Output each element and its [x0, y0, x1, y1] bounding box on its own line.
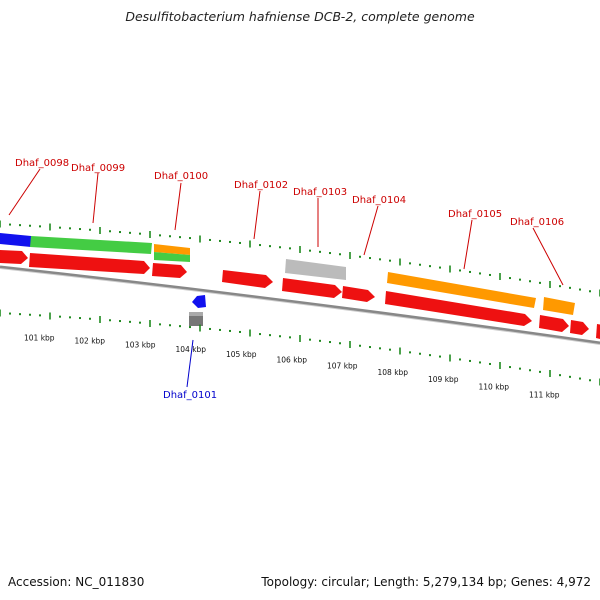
kbp-label: 110 kbp: [479, 382, 510, 391]
gene-label: Dhaf_0101: [163, 390, 217, 401]
gene-arrow: [152, 263, 187, 278]
gene-label: Dhaf_0105: [448, 209, 502, 220]
gene-label: Dhaf_0106: [510, 217, 564, 228]
gene-arrow: [222, 270, 273, 288]
outer-feature-track: [0, 233, 575, 315]
feature-green-outer: [30, 236, 152, 254]
kbp-label: 101 kbp: [24, 333, 55, 342]
feature-green-small-outer: [154, 252, 190, 262]
gene-arrow: [282, 278, 342, 298]
gene-label: Dhaf_0104: [352, 195, 406, 206]
gene-label: Dhaf_0103: [293, 187, 347, 198]
feature-orange-right-outer: [543, 297, 575, 315]
gene-label: Dhaf_0099: [71, 163, 125, 174]
gene-arrow: [29, 253, 150, 274]
kbp-label: 111 kbp: [529, 391, 560, 400]
gene-arrow: [385, 291, 532, 326]
kbp-label: 104 kbp: [176, 345, 207, 354]
feature-orange-small-outer: [154, 244, 190, 255]
gene-arrow: [596, 324, 600, 339]
gene-label: Dhaf_0098: [15, 158, 69, 169]
genome-title: Desulfitobacterium hafniense DCB-2, comp…: [125, 9, 475, 24]
kbp-label: 108 kbp: [378, 368, 409, 377]
feature-gray-outer: [285, 259, 346, 280]
feature-blue-outer: [0, 233, 31, 247]
kbp-label: 107 kbp: [327, 362, 358, 371]
inner-tick-row: [0, 309, 600, 386]
genome-backbone: [0, 265, 600, 345]
gene-arrow: [570, 320, 589, 335]
genome-stats-text: Topology: circular; Length: 5,279,134 bp…: [261, 575, 591, 589]
label-leaders: [8, 168, 564, 388]
kbp-label: 109 kbp: [428, 375, 459, 384]
kbp-label: 102 kbp: [75, 337, 106, 346]
gene-arrow: [539, 315, 569, 332]
gene-label: Dhaf_0100: [154, 171, 208, 182]
gene-label: Dhaf_0102: [234, 180, 288, 191]
kbp-label: 105 kbp: [226, 350, 257, 359]
accession-text: Accession: NC_011830: [8, 575, 145, 589]
gene-arrow: [0, 250, 28, 264]
kbp-scale-labels: 101 kbp 102 kbp 103 kbp 104 kbp 105 kbp 106 k…: [24, 333, 560, 399]
inner-feature-track: [0, 250, 600, 339]
feature-orange-large-outer: [387, 272, 536, 308]
gene-arrow: [342, 286, 375, 302]
kbp-label: 103 kbp: [125, 341, 156, 350]
feature-dhaf-0101: [189, 295, 206, 326]
kbp-label: 106 kbp: [277, 356, 308, 365]
outer-tick-row: [0, 220, 600, 297]
